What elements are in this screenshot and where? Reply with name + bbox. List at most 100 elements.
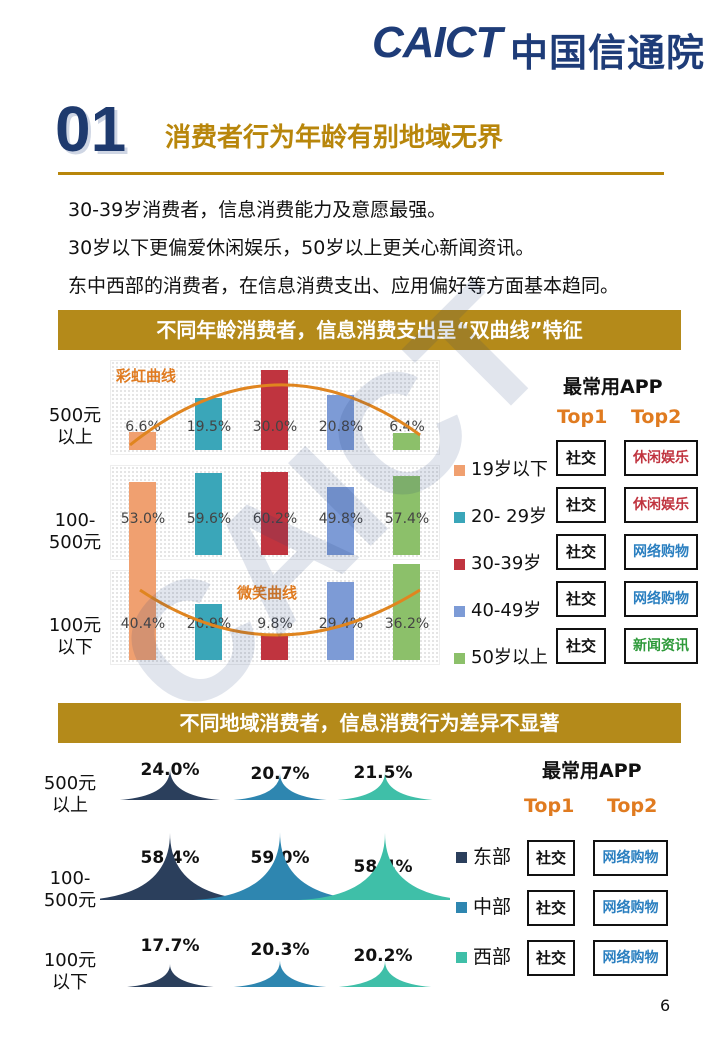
region-app-top1: 社交 xyxy=(527,940,575,976)
row-label-line1: 100- xyxy=(49,868,91,889)
age-chart-panel: 53.0% 59.6% 60.2% 49.8% 57.4% xyxy=(110,465,440,560)
region-value: 20.3% xyxy=(250,940,310,960)
row-label-line2: 以上 xyxy=(57,427,93,448)
age-bar-value: 49.8% xyxy=(318,511,364,527)
age-row-label: 100- 500元 xyxy=(30,510,120,554)
intro-line-3: 东中西部的消费者，在信息消费支出、应用偏好等方面基本趋同。 xyxy=(68,275,620,297)
age-bar-value: 30.0% xyxy=(252,419,298,435)
age-bar xyxy=(129,432,156,450)
region-peak xyxy=(337,772,433,800)
row-label-line1: 500元 xyxy=(48,405,102,426)
region-peak xyxy=(100,832,257,900)
legend-label: 20- 29岁 xyxy=(471,506,548,527)
region-app-top2: 网络购物 xyxy=(593,890,668,926)
age-chart-panel: 40.4% 20.9% 9.8% 29.4% 36.2% xyxy=(110,552,440,665)
age-bar xyxy=(195,473,222,555)
legend-label: 40-49岁 xyxy=(471,600,542,621)
rainbow-curve xyxy=(129,383,421,447)
legend-swatch-icon xyxy=(454,511,465,523)
rainbow-curve-label: 彩虹曲线 xyxy=(116,367,177,385)
region-peak xyxy=(233,773,327,800)
age-app-top2: 休闲娱乐 xyxy=(624,487,698,523)
region-peak xyxy=(126,963,214,987)
row-label-line2: 以上 xyxy=(52,795,88,816)
smile-curve xyxy=(139,588,421,637)
age-bar xyxy=(129,482,156,555)
section-title: 消费者行为年龄有别地域无界 xyxy=(165,123,504,153)
region-app-title: 最常用APP xyxy=(542,760,642,782)
region-top1-heading: Top1 xyxy=(524,795,575,817)
age-bar xyxy=(327,486,354,555)
legend-label: 东部 xyxy=(473,846,512,868)
region-app-top1: 社交 xyxy=(527,840,575,876)
age-legend-item: 19岁以下 xyxy=(454,455,548,481)
legend-swatch-icon xyxy=(456,952,467,963)
age-bar-value: 59.6% xyxy=(186,511,232,527)
age-bar-value: 60.2% xyxy=(252,511,298,527)
age-legend-item: 50岁以上 xyxy=(454,643,548,669)
age-curves xyxy=(129,383,421,637)
region-row-label: 100元 以下 xyxy=(25,950,115,994)
age-bar-value: 9.8% xyxy=(257,616,293,632)
region-row-label: 500元 以上 xyxy=(25,773,115,817)
age-bar xyxy=(327,394,354,450)
age-bar xyxy=(129,552,156,660)
age-top2-heading: Top2 xyxy=(631,406,682,428)
region-band-title: 不同地域消费者，信息消费行为差异不显著 xyxy=(58,703,681,743)
row-label-line2: 500元 xyxy=(48,532,102,553)
legend-swatch-icon xyxy=(454,464,465,476)
legend-label: 西部 xyxy=(473,946,512,968)
row-label-line1: 100元 xyxy=(48,615,102,636)
legend-swatch-icon xyxy=(456,902,467,913)
age-band-title: 不同年龄消费者，信息消费支出呈“双曲线”特征 xyxy=(58,310,681,350)
region-value: 20.2% xyxy=(353,946,413,966)
region-app-top1: 社交 xyxy=(527,890,575,926)
age-bar xyxy=(393,563,420,660)
region-legend-item: 东部 xyxy=(456,842,511,869)
age-bar xyxy=(261,472,288,555)
age-app-top2: 新闻资讯 xyxy=(624,628,698,664)
age-bar xyxy=(195,398,222,450)
row-label-line2: 500元 xyxy=(43,890,97,911)
legend-label: 50岁以上 xyxy=(471,647,548,668)
legend-label: 19岁以下 xyxy=(471,459,548,480)
section-divider xyxy=(58,172,664,175)
page-number: 6 xyxy=(660,996,671,1015)
age-row-label: 100元 以下 xyxy=(30,615,120,659)
row-label-line1: 100- xyxy=(54,510,96,531)
age-bar xyxy=(393,476,420,555)
region-value: 21.5% xyxy=(353,763,413,783)
legend-swatch-icon xyxy=(454,652,465,664)
region-app-top2: 网络购物 xyxy=(593,940,668,976)
age-app-title: 最常用APP xyxy=(563,376,663,398)
age-legend-item: 20- 29岁 xyxy=(454,502,547,528)
caict-logo-chinese: 中国信通院 xyxy=(510,31,706,75)
age-bar-value: 6.6% xyxy=(125,419,161,435)
region-chart xyxy=(100,768,450,987)
region-top2-heading: Top2 xyxy=(607,795,658,817)
age-bar-value: 40.4% xyxy=(120,616,166,632)
age-bar-value: 36.2% xyxy=(384,616,430,632)
region-peak xyxy=(233,960,327,987)
age-bar xyxy=(195,604,222,660)
age-bar-value: 57.4% xyxy=(384,511,430,527)
age-app-top1: 社交 xyxy=(556,534,606,570)
age-app-top1: 社交 xyxy=(556,487,606,523)
legend-swatch-icon xyxy=(454,605,465,617)
legend-label: 中部 xyxy=(473,896,512,918)
age-bar xyxy=(261,633,288,660)
age-app-top2: 网络购物 xyxy=(624,534,698,570)
region-legend-item: 西部 xyxy=(456,942,511,969)
row-label-line1: 500元 xyxy=(43,773,97,794)
caict-logo: CAICT xyxy=(372,18,502,67)
region-app-top2: 网络购物 xyxy=(593,840,668,876)
age-bar-value: 53.0% xyxy=(120,511,166,527)
age-app-top1: 社交 xyxy=(556,628,606,664)
region-peak xyxy=(338,960,432,987)
age-app-top2: 网络购物 xyxy=(624,581,698,617)
intro-line-1: 30-39岁消费者，信息消费能力及意愿最强。 xyxy=(68,199,447,221)
region-peak xyxy=(119,768,221,800)
age-app-top1: 社交 xyxy=(556,440,606,476)
age-legend-item: 40-49岁 xyxy=(454,596,541,622)
row-label-line1: 100元 xyxy=(43,950,97,971)
